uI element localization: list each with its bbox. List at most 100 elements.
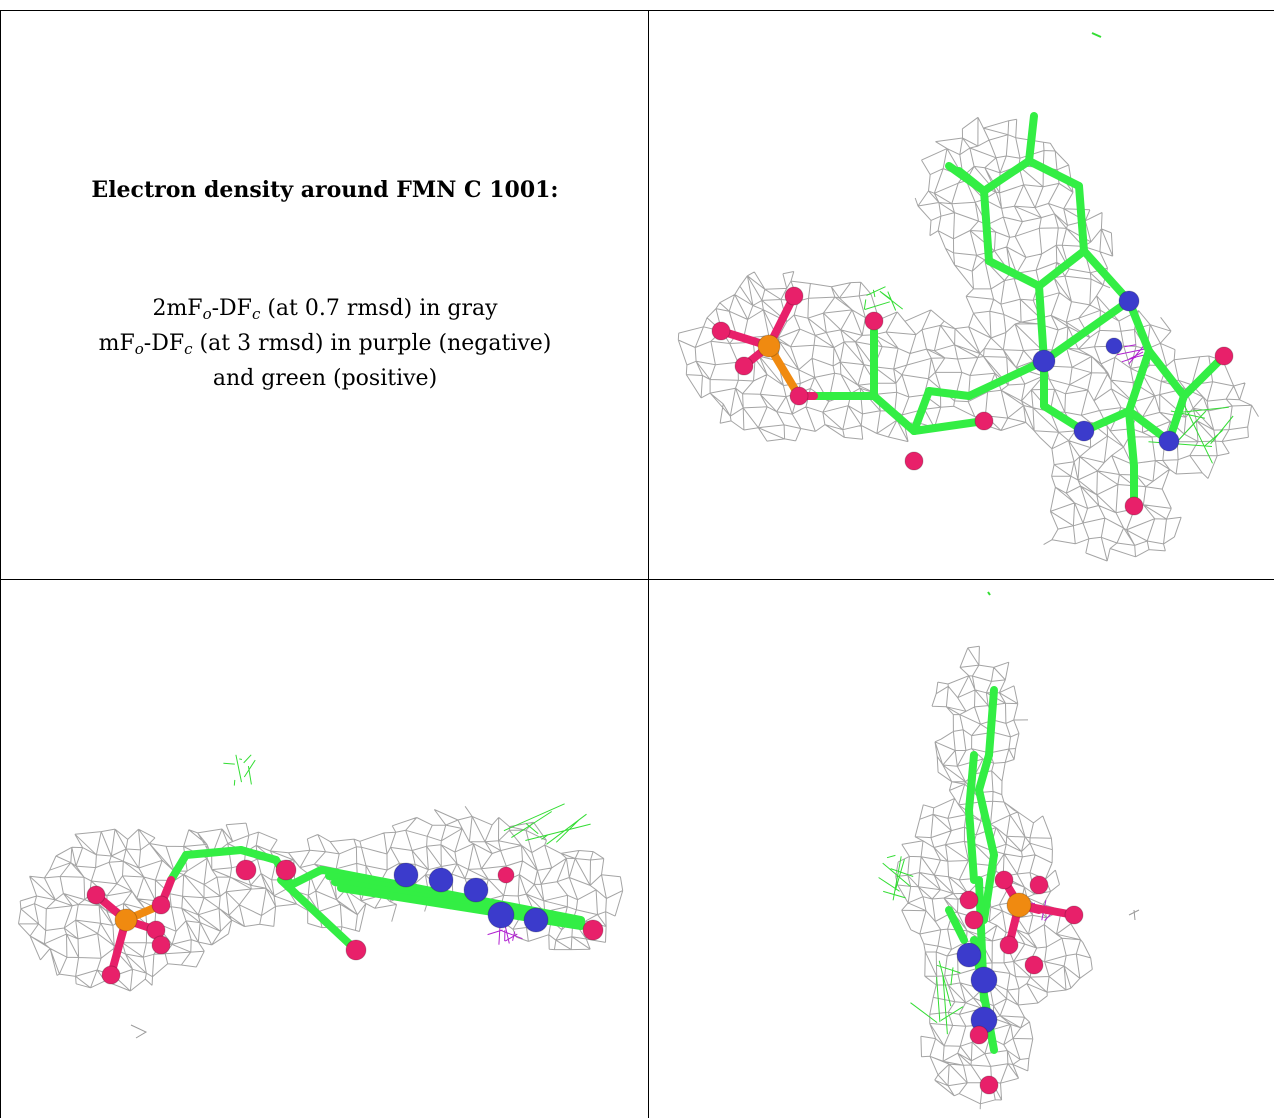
atom — [151, 935, 171, 955]
bond — [1025, 157, 1083, 190]
difference-mesh-lines — [503, 803, 591, 845]
bond — [870, 392, 918, 435]
positive-density — [1148, 397, 1234, 464]
legend-line-difference: mFo-DFc (at 3 rmsd) in purple (negative) — [98, 331, 552, 358]
molecule-view-icon — [878, 591, 1140, 1110]
atom — [497, 866, 515, 884]
difference-mesh-lines — [487, 924, 523, 945]
atom — [956, 942, 982, 968]
atom — [1064, 905, 1084, 925]
positive-density — [503, 803, 591, 845]
density-mesh-lines — [18, 806, 624, 992]
positive-density — [910, 960, 964, 1035]
bottom-left-view — [1, 580, 648, 1118]
atom — [428, 867, 454, 893]
atom — [275, 859, 297, 881]
atom — [999, 935, 1019, 955]
atom — [523, 907, 549, 933]
bond — [910, 417, 988, 435]
bond — [167, 851, 190, 884]
top-border — [0, 10, 1274, 11]
atom — [151, 895, 171, 915]
atom — [789, 386, 809, 406]
left-border — [0, 10, 1, 1118]
bond — [985, 257, 1043, 290]
bond — [945, 906, 968, 944]
atom — [1105, 337, 1123, 355]
atom — [979, 1075, 999, 1095]
molecule-view-icon — [677, 32, 1259, 562]
bond — [910, 387, 933, 435]
atom — [1006, 892, 1032, 918]
bond — [945, 162, 988, 195]
top-right-view — [649, 11, 1274, 579]
bond — [1035, 282, 1048, 365]
atom — [582, 919, 604, 941]
difference-mesh-lines — [223, 754, 256, 786]
bond — [287, 866, 325, 889]
atom — [86, 885, 106, 905]
bond — [1145, 347, 1188, 400]
bond — [182, 846, 245, 859]
atom — [711, 321, 731, 341]
atom — [114, 908, 138, 932]
bond — [925, 387, 973, 400]
bottom-right-view — [649, 580, 1274, 1118]
middle-divider — [648, 10, 649, 1118]
atom — [1024, 955, 1044, 975]
bond — [1080, 247, 1133, 305]
gray-density-mesh — [1128, 909, 1140, 921]
bond — [980, 187, 993, 265]
difference-mesh-lines — [863, 286, 904, 311]
atom — [959, 890, 979, 910]
bond — [980, 157, 1033, 195]
bond — [1180, 352, 1228, 400]
atom — [757, 334, 781, 358]
atom — [463, 877, 489, 903]
positive-density — [878, 854, 914, 901]
atom — [101, 965, 121, 985]
atom — [345, 939, 367, 961]
atom — [904, 451, 924, 471]
bond — [975, 751, 993, 794]
gray-density-mesh — [18, 806, 624, 992]
atom — [1158, 430, 1180, 452]
positive-density — [223, 754, 256, 786]
atom — [784, 286, 804, 306]
atom — [393, 862, 419, 888]
difference-mesh-lines — [878, 854, 914, 901]
caption-cell: Electron density around FMN C 1001: 2mFo… — [1, 11, 648, 579]
bond — [1125, 347, 1153, 415]
negative-density — [487, 924, 523, 945]
positive-density — [1091, 32, 1102, 38]
legend-line-colors: and green (positive) — [212, 366, 438, 391]
bond — [965, 751, 978, 814]
atom — [487, 901, 515, 929]
atom — [1118, 290, 1140, 312]
bond — [980, 851, 998, 924]
molecule-view-icon — [18, 754, 624, 1039]
atom — [974, 411, 994, 431]
atom — [864, 311, 884, 331]
bond — [1025, 112, 1038, 165]
atom — [235, 859, 257, 881]
difference-mesh-lines — [910, 960, 964, 1035]
bond — [975, 786, 998, 859]
atom — [969, 1025, 989, 1045]
bond — [1040, 297, 1133, 365]
caption-legend: 2mFo-DFc (at 0.7 rmsd) in gray mFo-DFc (… — [1, 294, 648, 394]
atom — [734, 356, 754, 376]
atom — [970, 966, 998, 994]
positive-density — [863, 286, 904, 311]
bond — [965, 806, 978, 884]
atom — [1073, 420, 1095, 442]
bond — [965, 357, 1048, 400]
legend-line-gray: 2mFo-DFc (at 0.7 rmsd) in gray — [152, 296, 498, 323]
positive-density — [987, 591, 991, 596]
difference-mesh-lines — [1148, 397, 1234, 464]
bond — [985, 686, 998, 759]
bond — [237, 846, 280, 864]
row-divider — [0, 579, 1274, 580]
atom — [964, 910, 984, 930]
